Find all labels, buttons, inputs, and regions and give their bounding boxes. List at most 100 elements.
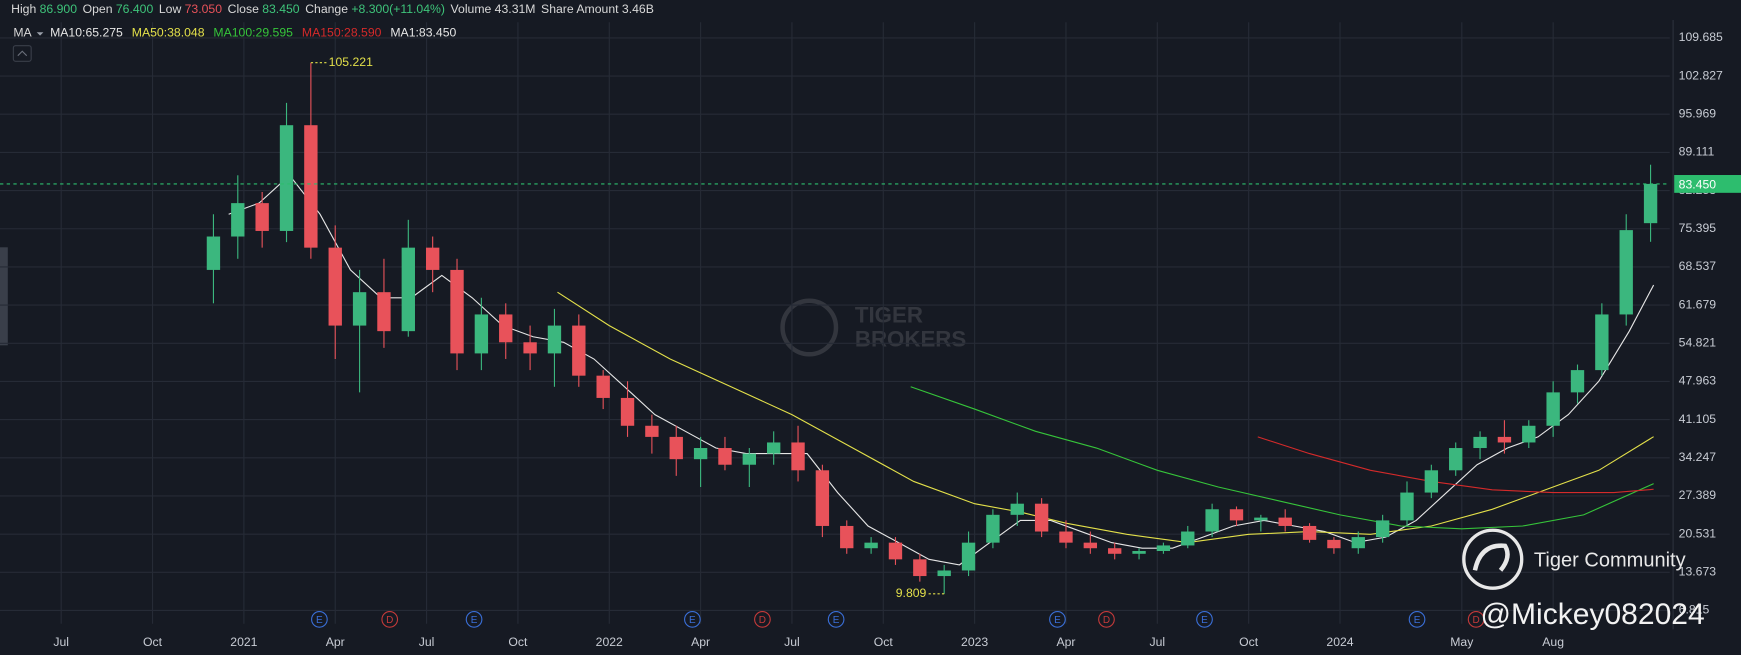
candle-body: [1546, 392, 1560, 426]
legend-entry: MA150:28.590: [302, 26, 382, 40]
candle-body: [1278, 517, 1292, 526]
ma-selector: MA: [13, 26, 32, 40]
event-label: E: [471, 615, 478, 626]
last-price-label: 83.450: [1679, 177, 1717, 191]
event-marker: [684, 610, 701, 628]
header-field-label: Close: [228, 2, 259, 16]
candle-body: [450, 269, 464, 354]
candle-body: [1156, 545, 1171, 552]
event-label: E: [1414, 615, 1421, 626]
x-tick-label: Apr: [1056, 635, 1075, 649]
y-tick-label: 102.827: [1679, 68, 1723, 82]
event-label: E: [316, 615, 323, 626]
ma-dropdown: [36, 32, 44, 36]
event-label: E: [689, 615, 696, 626]
x-tick-label: Apr: [326, 635, 345, 649]
legend-entry: MA1:83.450: [390, 26, 456, 40]
candle-body: [523, 342, 537, 354]
header-field-label: Share Amount: [541, 2, 619, 16]
x-tick-label: 2023: [961, 635, 988, 649]
community-watermark: Tiger Community @Mickey082024: [1462, 528, 1705, 631]
y-tick-label: 75.395: [1679, 221, 1717, 235]
candle-body: [888, 542, 903, 560]
candle-body: [1449, 448, 1463, 471]
event-label: D: [759, 615, 766, 626]
candle-body: [645, 425, 659, 437]
candle-body: [1595, 314, 1609, 371]
community-logo-mark: [1472, 543, 1510, 572]
event-marker: [754, 610, 771, 628]
candle-body: [1059, 531, 1073, 543]
legend-entry: MA50:38.048: [132, 26, 205, 40]
header-field-value: 76.400: [116, 2, 154, 16]
grid: [0, 22, 1670, 624]
event-label: E: [1201, 615, 1208, 626]
candle-body: [669, 436, 683, 460]
candle-body: [986, 514, 1000, 543]
side-tab[interactable]: [0, 247, 8, 346]
community-logo: [1462, 528, 1524, 590]
candle-body: [1351, 537, 1365, 549]
candle-body: [913, 559, 927, 577]
header-field-label: Volume: [451, 2, 492, 16]
candle-body: [766, 442, 781, 454]
candle-body: [206, 236, 221, 270]
candle-body: [255, 203, 269, 231]
candle-body: [1181, 531, 1195, 546]
event-marker: [827, 610, 845, 628]
x-tick-label: Oct: [143, 635, 163, 649]
event-marker: [381, 610, 399, 628]
candle-body: [328, 247, 342, 326]
ma-line: [228, 174, 1655, 566]
candle-body: [401, 247, 415, 332]
x-tick-label: Oct: [508, 635, 528, 649]
event-marker: [465, 610, 483, 628]
y-tick-label: 20.531: [1679, 526, 1717, 540]
candle-body: [1522, 425, 1536, 443]
candle-body: [1570, 370, 1585, 393]
header-field-value: 73.050: [185, 2, 223, 16]
event-marker: [1196, 610, 1213, 628]
legend-entry: MA10:65.275: [50, 26, 123, 40]
y-tick-label: 27.389: [1679, 488, 1717, 502]
header-field-value: +8.300(+11.04%): [351, 2, 445, 16]
y-tick-label: 34.247: [1679, 450, 1717, 464]
x-tick-label: 2022: [596, 635, 623, 649]
x-tick-label: Aug: [1542, 635, 1564, 649]
y-tick-label: 68.537: [1679, 259, 1717, 273]
event-marker: [1408, 610, 1426, 628]
event-marker: [1049, 610, 1066, 628]
x-tick-label: Oct: [874, 635, 894, 649]
candle-body: [1327, 539, 1341, 549]
header-field-value: 86.900: [40, 2, 78, 16]
candle-body: [1473, 436, 1487, 449]
candle-body: [1108, 548, 1122, 554]
collapse-button[interactable]: [12, 45, 32, 62]
x-tick-label: Jul: [784, 635, 800, 649]
event-marker: [311, 610, 328, 628]
event-label: D: [1103, 615, 1110, 626]
header-field-value: 83.450: [262, 2, 300, 16]
candle-body: [279, 125, 294, 231]
y-tick-label: 54.821: [1679, 336, 1717, 350]
candle-body: [840, 525, 854, 549]
candle-body: [1254, 517, 1268, 521]
candle-body: [1497, 436, 1512, 443]
legend-entry: MA100:29.595: [213, 26, 293, 40]
candle-body: [231, 203, 245, 237]
y-tick-label: 6.815: [1679, 603, 1710, 617]
x-tick-label: 2021: [230, 635, 257, 649]
header-field-label: Low: [159, 2, 182, 16]
header-field-label: High: [11, 2, 36, 16]
candle-body: [1643, 183, 1658, 224]
candle-body: [1010, 503, 1024, 515]
candle-body: [1034, 503, 1049, 532]
x-tick-label: May: [1450, 635, 1474, 649]
x-tick-label: Oct: [1239, 635, 1259, 649]
candle-body: [425, 247, 440, 270]
event-label: D: [386, 615, 393, 626]
candle-body: [937, 570, 951, 577]
